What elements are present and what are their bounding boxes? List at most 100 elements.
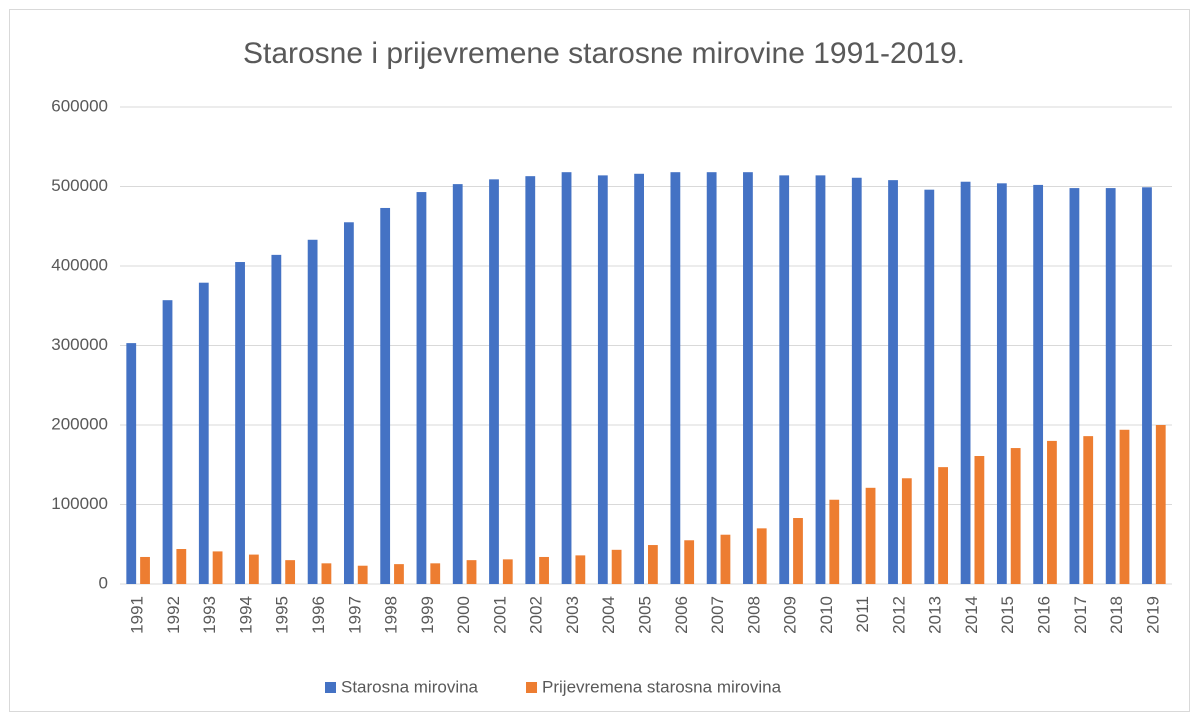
legend-swatch bbox=[526, 682, 538, 693]
bar bbox=[126, 343, 137, 584]
x-tick-label: 2007 bbox=[708, 596, 727, 634]
x-tick-label: 2016 bbox=[1035, 596, 1054, 634]
bar bbox=[502, 559, 513, 584]
legend-label: Starosna mirovina bbox=[341, 677, 479, 696]
x-tick-label: 2008 bbox=[744, 596, 763, 634]
bar bbox=[380, 207, 391, 584]
y-tick-label: 300000 bbox=[51, 335, 108, 354]
x-tick-label: 2013 bbox=[926, 596, 945, 634]
bar bbox=[815, 175, 826, 584]
bar bbox=[1033, 184, 1044, 584]
x-tick-label: 2000 bbox=[454, 596, 473, 634]
bar bbox=[466, 560, 477, 584]
bar bbox=[430, 563, 441, 584]
x-tick-label: 1996 bbox=[309, 596, 328, 634]
bar bbox=[575, 555, 586, 584]
x-tick-label: 2019 bbox=[1143, 596, 1162, 634]
x-tick-label: 2012 bbox=[889, 596, 908, 634]
bar bbox=[307, 239, 318, 584]
x-tick-label: 2010 bbox=[817, 596, 836, 634]
legend-swatch bbox=[325, 682, 336, 693]
chart-title: Starosne i prijevremene starosne mirovin… bbox=[243, 37, 965, 70]
bar bbox=[416, 192, 427, 584]
y-tick-label: 0 bbox=[99, 573, 108, 592]
bar bbox=[670, 172, 681, 584]
bar bbox=[597, 175, 608, 584]
bar bbox=[648, 545, 658, 584]
bar bbox=[285, 560, 296, 584]
bar bbox=[938, 467, 949, 584]
x-tick-label: 2002 bbox=[527, 596, 546, 634]
bar bbox=[779, 175, 790, 584]
bar bbox=[343, 222, 354, 584]
x-tick-label: 2011 bbox=[853, 596, 872, 633]
bar bbox=[140, 556, 150, 584]
bar bbox=[561, 172, 572, 584]
x-tick-label: 1994 bbox=[236, 596, 255, 634]
bar bbox=[960, 181, 971, 585]
x-tick-label: 2005 bbox=[635, 596, 654, 634]
bar bbox=[1142, 187, 1152, 585]
legend-label: Prijevremena starosna mirovina bbox=[542, 677, 782, 696]
x-tick-label: 1991 bbox=[128, 596, 147, 634]
bar bbox=[829, 499, 840, 584]
bar bbox=[198, 282, 209, 584]
bar bbox=[489, 179, 499, 584]
x-tick-label: 2015 bbox=[998, 596, 1017, 634]
bar bbox=[248, 554, 259, 584]
x-tick-label: 2009 bbox=[781, 596, 800, 634]
bar bbox=[901, 478, 912, 584]
bar bbox=[539, 556, 549, 584]
y-tick-label: 200000 bbox=[51, 414, 108, 433]
bar bbox=[1119, 429, 1130, 584]
x-tick-label: 2001 bbox=[490, 596, 509, 634]
bar bbox=[162, 300, 173, 584]
bar bbox=[996, 183, 1007, 584]
bar bbox=[1083, 436, 1094, 584]
x-tick-label: 1992 bbox=[164, 596, 183, 634]
x-tick-label: 2018 bbox=[1107, 596, 1126, 634]
bar bbox=[720, 534, 731, 584]
bar bbox=[756, 528, 767, 584]
bar bbox=[525, 176, 536, 585]
bar bbox=[684, 540, 695, 584]
x-tick-label: 2003 bbox=[563, 596, 582, 634]
bar bbox=[1047, 440, 1057, 584]
x-tick-label: 2006 bbox=[672, 596, 691, 634]
bar bbox=[1155, 425, 1166, 584]
bar bbox=[1069, 188, 1080, 584]
bar bbox=[1010, 448, 1021, 584]
bar bbox=[271, 254, 282, 584]
x-tick-label: 2014 bbox=[962, 596, 981, 634]
x-tick-label: 1993 bbox=[200, 596, 219, 634]
bar bbox=[176, 549, 187, 584]
bar bbox=[1105, 188, 1116, 584]
bar bbox=[634, 173, 644, 584]
x-tick-label: 1999 bbox=[418, 596, 437, 634]
x-tick-label: 2017 bbox=[1071, 596, 1090, 634]
bar bbox=[235, 262, 245, 584]
bar bbox=[924, 189, 935, 584]
bar bbox=[974, 456, 985, 584]
bar bbox=[743, 172, 753, 584]
bar bbox=[851, 177, 862, 584]
bar bbox=[452, 184, 463, 585]
x-tick-label: 1995 bbox=[273, 596, 292, 634]
bar bbox=[611, 549, 622, 584]
bar bbox=[212, 551, 223, 584]
bar bbox=[793, 518, 803, 584]
bar bbox=[321, 563, 332, 584]
y-tick-label: 600000 bbox=[51, 96, 108, 115]
y-tick-label: 500000 bbox=[51, 176, 108, 195]
x-tick-label: 1997 bbox=[345, 596, 364, 634]
bar bbox=[865, 487, 876, 584]
y-tick-label: 400000 bbox=[51, 255, 108, 274]
x-tick-label: 1998 bbox=[382, 596, 401, 634]
bar bbox=[888, 180, 898, 584]
x-tick-label: 2004 bbox=[599, 596, 618, 634]
y-tick-label: 100000 bbox=[51, 494, 108, 513]
bar bbox=[394, 564, 404, 584]
bar bbox=[357, 565, 368, 584]
bar bbox=[706, 172, 717, 584]
